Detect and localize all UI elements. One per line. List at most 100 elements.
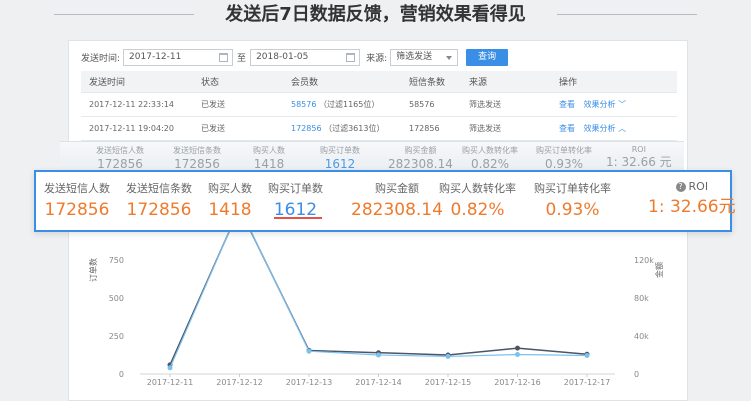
headline-rule-right [557,14,697,15]
date-to-value: 2018-01-05 [256,51,309,62]
members-link[interactable]: 58576 [291,100,317,109]
faded-stat-value: 172856 [174,157,220,171]
y-tick-label: 750 [109,256,124,265]
orders-underline [274,217,322,219]
cell-sms: 58576 [409,100,435,109]
headline-text: 发送后7日数据反馈，营销效果看得见 [225,4,526,25]
faded-stat-label: 发送短信人数 [96,146,144,155]
y2-tick-label: 120k [634,256,654,265]
faded-stat-value: 282308.14 [388,157,453,171]
calendar-icon[interactable] [346,52,356,62]
y-tick-label: 250 [109,332,124,341]
source-label: 来源: [366,53,388,64]
y2-tick-label: 80k [634,294,649,303]
series-amount-point [306,348,312,354]
faded-stat: 购买金额 282308.14 [388,145,453,172]
stat-orders: 购买订单数 1612 [268,180,323,224]
table-row: 2017-12-11 19:04:20 已发送 172856 （过滤3613位）… [81,117,677,141]
y2-axis-title: 金额 [654,262,664,278]
stat-value: 1: 32.66元 [648,197,736,217]
faded-stat: 发送短信条数 172856 [173,145,221,172]
x-tick-label: 2017-12-16 [494,378,541,387]
header-status: 状态 [201,78,220,88]
faded-stat: 发送短信人数 172856 [96,145,144,172]
chevron-down-icon [446,55,453,60]
faded-stat-label: 购买金额 [404,146,437,155]
faded-stat-value: 1612 [324,157,356,171]
calendar-icon[interactable] [219,52,229,62]
stat-value: 282308.14 [351,200,443,220]
cell-sms: 172856 [409,124,440,133]
query-button[interactable]: 查询 [466,48,509,66]
members-link[interactable]: 172856 [291,124,322,133]
series-amount-point [515,352,520,358]
faded-stat-label: 购买订单数 [320,146,360,155]
stat-roi: ? ROI 1: 32.66元 [648,180,736,221]
faded-stat-value: 0.82% [470,157,510,171]
stat-label: ROI [688,180,709,193]
send-records-table: 发送时间 状态 会员数 短信条数 来源 操作 2017-12-11 22:33:… [81,71,677,141]
stat-label: 发送短信人数 [44,182,110,195]
header-actions: 操作 [559,78,578,88]
faded-stat-label: 购买人数转化率 [462,146,518,155]
cell-members: 58576 （过滤1165位） [291,99,409,110]
series-orders-point [515,345,520,351]
stat-value: 172856 [126,200,192,220]
analysis-link[interactable]: 效果分析 [583,100,616,109]
cell-actions: 查看 效果分析 ﹀ [559,99,677,110]
header-members: 会员数 [291,78,319,88]
cell-time: 2017-12-11 22:33:14 [89,100,174,109]
x-tick-label: 2017-12-15 [425,378,472,387]
cell-status: 已发送 [201,100,225,109]
y-tick-label: 0 [119,370,124,379]
filter-bar: 发送时间: 2017-12-11 至 2018-01-05 来源: 筛选发送 查… [81,47,509,67]
stat-value: 172856 [44,200,110,220]
stat-order-rate: 购买订单转化率 0.93% [534,180,611,224]
view-link[interactable]: 查看 [559,124,575,133]
cell-status: 已发送 [201,124,225,133]
date-to-input[interactable]: 2018-01-05 [250,48,361,66]
stat-value: 1418 [208,200,252,220]
source-select-value: 筛选发送 [396,51,433,62]
y2-tick-label: 0 [634,370,639,379]
stat-value[interactable]: 1612 [273,200,318,220]
x-tick-label: 2017-12-12 [216,378,263,387]
x-tick-label: 2017-12-17 [564,378,611,387]
stat-sent-people: 发送短信人数 172856 [44,180,110,224]
table-row: 2017-12-11 22:33:14 已发送 58576 （过滤1165位） … [81,93,677,117]
stat-sent-sms: 发送短信条数 172856 [126,180,192,224]
series-amount-point [445,353,451,359]
series-amount-point [376,352,381,358]
stat-amount: 购买金额 282308.14 [351,180,443,224]
header-send-time: 发送时间 [89,78,126,88]
chevron-down-icon[interactable]: ﹀ [618,100,627,109]
x-tick-label: 2017-12-11 [147,378,194,387]
view-link[interactable]: 查看 [559,100,575,109]
cell-members: 172856 （过滤3613位） [291,123,409,134]
faded-stat: ROI 1: 32.66 元 [606,145,672,170]
faded-stat: 购买订单转化率 0.93% [536,145,592,172]
header-source: 来源 [469,78,488,88]
cell-source: 筛选发送 [469,100,501,109]
analysis-link[interactable]: 效果分析 [583,124,616,133]
chevron-up-icon[interactable]: ︿ [618,124,627,133]
send-time-label: 发送时间: [81,53,121,64]
stat-label: 购买人数 [208,182,252,195]
faded-stat-label: 购买人数 [253,146,285,155]
faded-stat-value: 0.93% [544,157,584,171]
headline: 发送后7日数据反馈，营销效果看得见 [0,0,751,30]
cell-actions: 查看 效果分析 ︿ [559,123,677,134]
cell-source: 筛选发送 [469,124,501,133]
date-from-input[interactable]: 2017-12-11 [123,48,234,66]
stat-buyer-rate: 购买人数转化率 0.82% [439,180,516,224]
source-select[interactable]: 筛选发送 [390,48,459,66]
stat-value: 0.93% [545,200,600,220]
headline-rule-left [54,14,194,15]
y-axis-title: 订单数 [88,258,98,282]
y-tick-label: 500 [109,294,124,303]
question-icon[interactable]: ? [675,182,686,192]
y2-tick-label: 40k [634,332,649,341]
stats-card: 发送短信人数 172856 发送短信条数 172856 购买人数 1418 购买订单数… [34,170,736,232]
header-sms-count: 短信条数 [409,78,446,88]
faded-stat-value: 172856 [97,157,143,171]
